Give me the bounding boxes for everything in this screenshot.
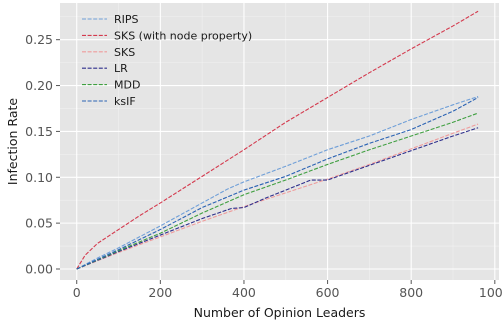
y-tick-label: 0.00: [25, 261, 53, 276]
series-line: [76, 127, 479, 270]
y-tick-label: 0.15: [25, 124, 53, 139]
x-tick-label: 400: [232, 285, 256, 300]
x-tick-label: 600: [316, 285, 340, 300]
y-axis-label: Infection Rate: [5, 98, 20, 185]
x-tick-label: 200: [148, 285, 172, 300]
y-tick-label: 0.20: [25, 78, 53, 93]
legend-item-label: SKS (with node property): [114, 29, 252, 42]
legend-item-label: ksIF: [114, 95, 136, 108]
series-line: [76, 112, 479, 270]
major-gridlines: [60, 3, 499, 280]
minor-gridlines: [60, 3, 499, 280]
legend-item-label: MDD: [114, 79, 140, 92]
legend-item-label: LR: [114, 62, 128, 75]
series-line: [76, 123, 479, 270]
x-tick-label: 800: [399, 285, 423, 300]
series-line: [76, 10, 479, 270]
y-tick-label: 0.10: [25, 170, 53, 185]
y-axis-ticks: 0.00 0.05 0.10 0.15 0.20 0.25: [25, 32, 60, 276]
legend-item-label: SKS: [114, 46, 135, 59]
y-tick-label: 0.25: [25, 32, 53, 47]
y-tick-label: 0.05: [25, 216, 53, 231]
series-line: [76, 96, 479, 270]
series-line: [76, 96, 479, 270]
x-axis-label: Number of Opinion Leaders: [194, 305, 366, 320]
legend: RIPS SKS (with node property) SKS LR MDD ksIF: [82, 13, 252, 108]
x-tick-label: 0: [73, 285, 81, 300]
legend-item-label: RIPS: [114, 13, 139, 26]
series-lines: [76, 10, 479, 270]
plot-background: [60, 3, 499, 280]
